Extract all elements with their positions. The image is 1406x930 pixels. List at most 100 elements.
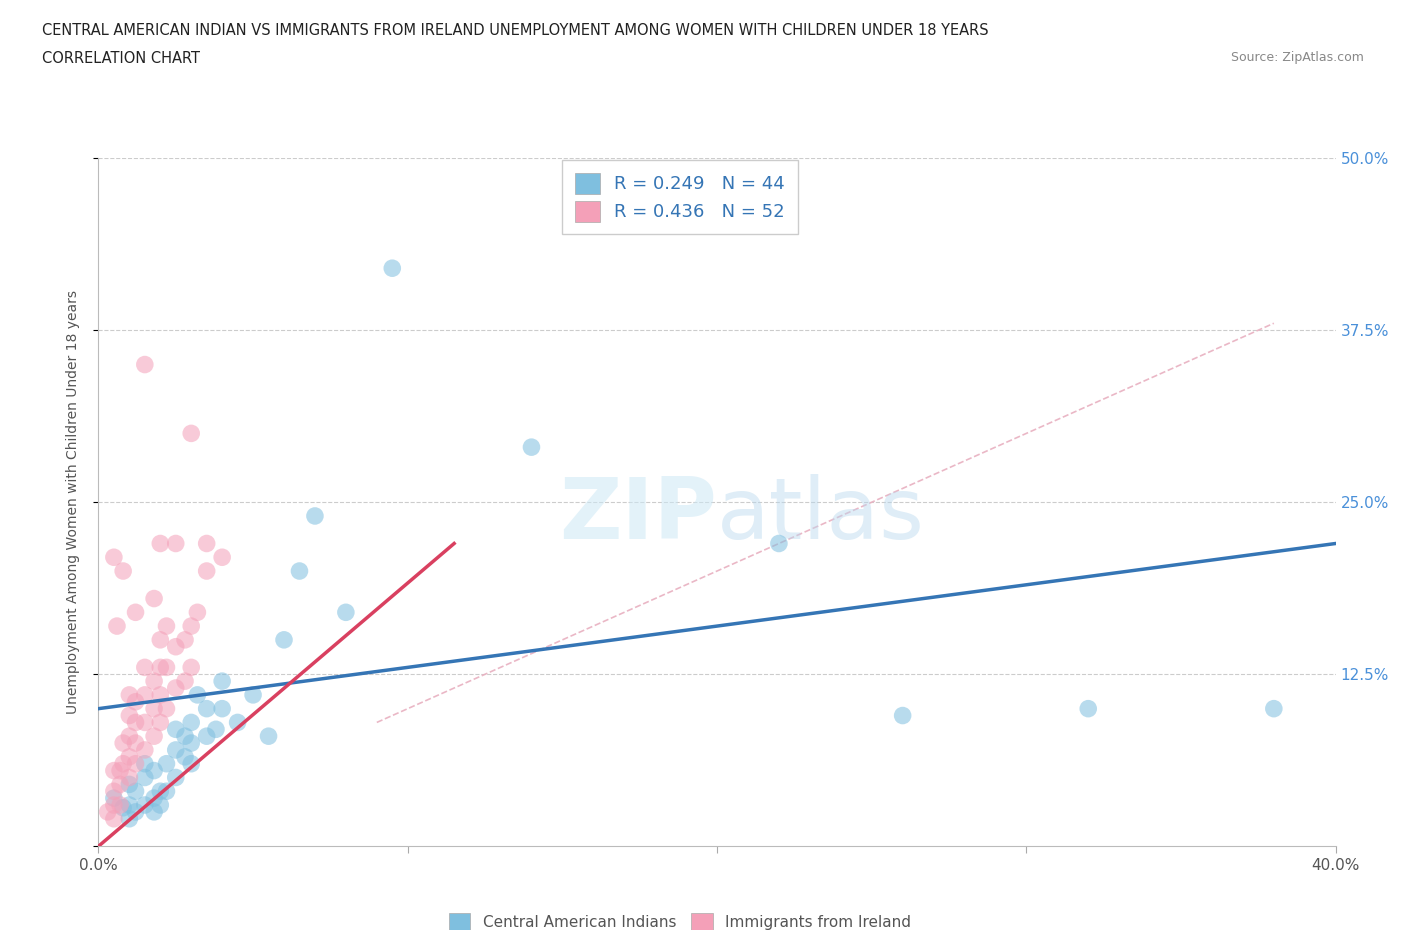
Point: [134, 660, 156, 675]
Point: [180, 756, 202, 771]
Point: [118, 811, 141, 826]
Point: [149, 798, 172, 813]
Point: [304, 509, 326, 524]
Point: [118, 708, 141, 723]
Point: [118, 777, 141, 791]
Point: [149, 687, 172, 702]
Point: [226, 715, 249, 730]
Point: [335, 604, 357, 619]
Point: [108, 777, 131, 791]
Point: [288, 564, 311, 578]
Point: [149, 784, 172, 799]
Point: [103, 790, 125, 805]
Point: [174, 632, 197, 647]
Point: [165, 639, 187, 654]
Point: [134, 357, 156, 372]
Point: [124, 695, 146, 710]
Point: [186, 604, 208, 619]
Point: [143, 729, 166, 744]
Point: [257, 729, 280, 744]
Point: [108, 798, 131, 813]
Point: [155, 756, 177, 771]
Point: [134, 798, 156, 813]
Point: [174, 750, 197, 764]
Point: [155, 660, 177, 675]
Point: [1077, 701, 1099, 716]
Point: [134, 770, 156, 785]
Point: [97, 804, 120, 819]
Point: [103, 784, 125, 799]
Point: [112, 801, 135, 816]
Point: [165, 681, 187, 696]
Point: [211, 550, 233, 565]
Point: [118, 798, 141, 813]
Point: [134, 742, 156, 757]
Point: [195, 536, 218, 551]
Text: ZIP: ZIP: [560, 474, 717, 557]
Point: [165, 536, 187, 551]
Point: [195, 701, 218, 716]
Point: [195, 564, 218, 578]
Point: [155, 784, 177, 799]
Point: [149, 632, 172, 647]
Point: [1263, 701, 1285, 716]
Point: [134, 715, 156, 730]
Point: [174, 729, 197, 744]
Point: [118, 729, 141, 744]
Point: [165, 770, 187, 785]
Point: [108, 764, 131, 778]
Point: [112, 756, 135, 771]
Legend: Central American Indians, Immigrants from Ireland: Central American Indians, Immigrants fro…: [441, 906, 918, 930]
Point: [149, 715, 172, 730]
Point: [165, 722, 187, 737]
Point: [143, 591, 166, 606]
Point: [118, 750, 141, 764]
Point: [118, 687, 141, 702]
Point: [149, 536, 172, 551]
Y-axis label: Unemployment Among Women with Children Under 18 years: Unemployment Among Women with Children U…: [66, 290, 80, 714]
Point: [103, 811, 125, 826]
Point: [149, 660, 172, 675]
Point: [180, 715, 202, 730]
Point: [124, 804, 146, 819]
Point: [165, 742, 187, 757]
Text: CORRELATION CHART: CORRELATION CHART: [42, 51, 200, 66]
Point: [124, 604, 146, 619]
Point: [180, 426, 202, 441]
Point: [155, 701, 177, 716]
Point: [891, 708, 914, 723]
Point: [768, 536, 790, 551]
Point: [242, 687, 264, 702]
Point: [112, 736, 135, 751]
Point: [186, 687, 208, 702]
Point: [180, 660, 202, 675]
Point: [103, 764, 125, 778]
Point: [174, 673, 197, 688]
Point: [143, 673, 166, 688]
Point: [124, 715, 146, 730]
Point: [124, 784, 146, 799]
Point: [180, 736, 202, 751]
Point: [118, 770, 141, 785]
Point: [105, 618, 128, 633]
Point: [195, 729, 218, 744]
Point: [205, 722, 228, 737]
Text: Source: ZipAtlas.com: Source: ZipAtlas.com: [1230, 51, 1364, 64]
Point: [103, 550, 125, 565]
Point: [211, 701, 233, 716]
Point: [112, 564, 135, 578]
Point: [143, 790, 166, 805]
Point: [143, 804, 166, 819]
Point: [273, 632, 295, 647]
Point: [134, 687, 156, 702]
Point: [103, 798, 125, 813]
Point: [520, 440, 543, 455]
Point: [124, 736, 146, 751]
Point: [134, 756, 156, 771]
Point: [211, 673, 233, 688]
Point: [155, 618, 177, 633]
Point: [180, 618, 202, 633]
Text: atlas: atlas: [717, 474, 925, 557]
Text: CENTRAL AMERICAN INDIAN VS IMMIGRANTS FROM IRELAND UNEMPLOYMENT AMONG WOMEN WITH: CENTRAL AMERICAN INDIAN VS IMMIGRANTS FR…: [42, 23, 988, 38]
Point: [143, 764, 166, 778]
